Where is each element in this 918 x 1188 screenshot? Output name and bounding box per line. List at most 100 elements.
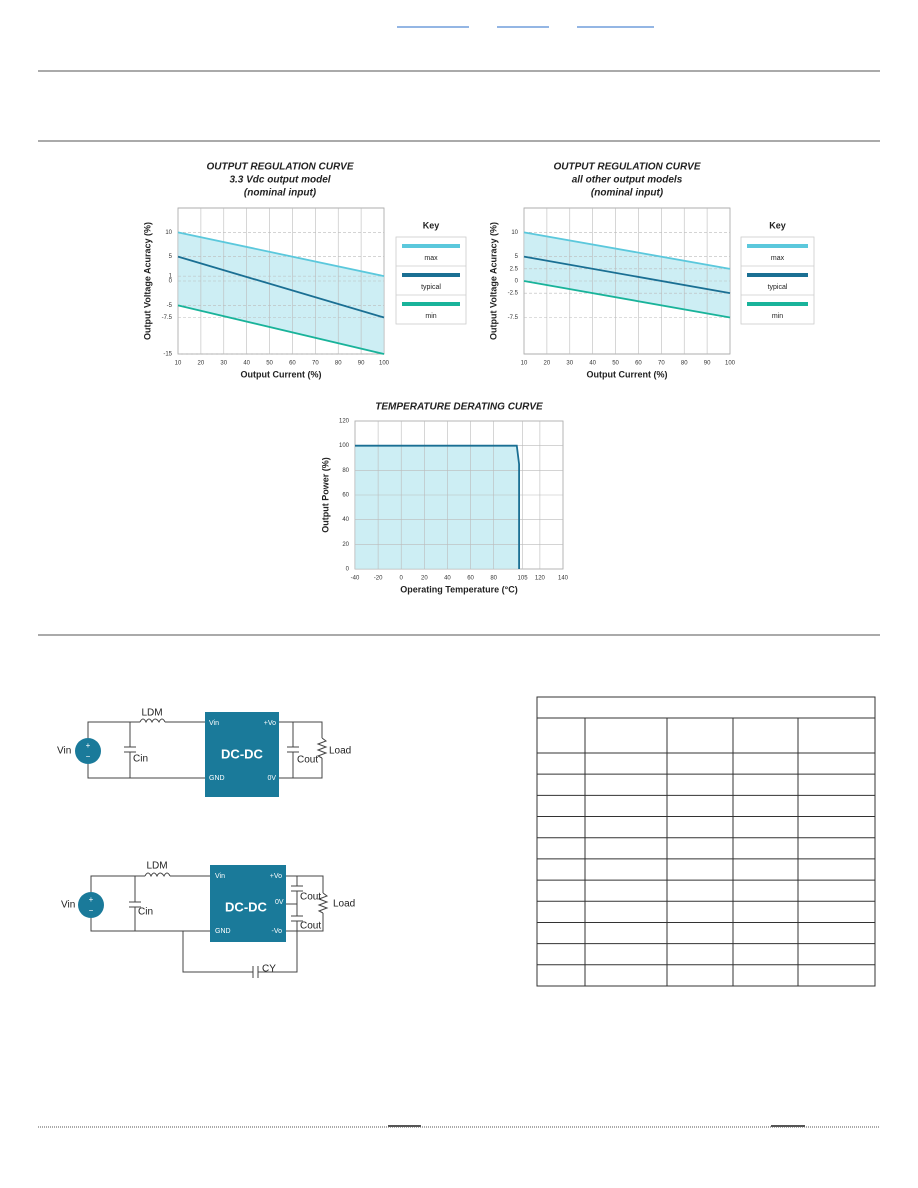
x-tick-label: 80 <box>681 361 688 367</box>
legend-swatch <box>747 273 808 277</box>
chart-subtitle: (nominal input) <box>591 188 664 199</box>
y-axis-label: Output Voltage Acuracy (%) <box>488 222 498 340</box>
rules <box>38 70 880 1128</box>
x-axis-label: Operating Temperature (°C) <box>400 584 517 594</box>
minus: − <box>86 752 91 761</box>
x-tick-label: 20 <box>544 361 551 367</box>
y-tick-label: 20 <box>342 542 349 548</box>
label: DC-DC <box>221 746 263 761</box>
charts: OUTPUT REGULATION CURVE 3.3 Vdc output mo… <box>142 162 815 594</box>
legend-label: max <box>424 255 438 262</box>
y-tick-label: -7.5 <box>162 315 173 321</box>
x-tick-label: -40 <box>351 576 360 582</box>
label: GND <box>215 928 231 935</box>
x-axis-label: Output Current (%) <box>587 369 668 379</box>
legend-swatch <box>402 302 460 306</box>
label: Cout <box>300 892 321 903</box>
series-line <box>523 280 731 319</box>
label: Vin <box>209 720 219 727</box>
label: +Vo <box>264 720 276 727</box>
circuit-diagram <box>78 865 329 978</box>
x-axis-label: Output Current (%) <box>241 369 322 379</box>
x-tick-label: 105 <box>518 576 529 582</box>
x-tick-label: 100 <box>379 361 390 367</box>
legend-title: Key <box>769 220 786 230</box>
plus: + <box>89 895 94 904</box>
plus: + <box>86 741 91 750</box>
y-tick-label: 0 <box>169 279 173 285</box>
legend-label: typical <box>421 284 441 291</box>
x-tick-label: 20 <box>421 576 428 582</box>
label: 0V <box>275 899 284 906</box>
legend-title: Key <box>423 220 440 230</box>
label: Cin <box>138 907 153 918</box>
chart-title: TEMPERATURE DERATING CURVE <box>375 402 543 413</box>
label: LDM <box>141 708 162 719</box>
y-tick-label: 1 <box>169 274 173 280</box>
chart-subtitle: 3.3 Vdc output model <box>229 175 330 186</box>
y-axis-label: Output Power (%) <box>320 457 330 533</box>
legend-swatch <box>402 273 460 277</box>
y-tick-label: 60 <box>342 493 349 499</box>
x-tick-label: 90 <box>704 361 711 367</box>
x-tick-label: 50 <box>266 361 273 367</box>
label: +Vo <box>270 873 282 880</box>
label: GND <box>209 775 225 782</box>
legend-label: min <box>772 313 783 320</box>
x-tick-label: 20 <box>198 361 205 367</box>
y-tick-label: -2.5 <box>508 291 519 297</box>
x-tick-label: 10 <box>521 361 528 367</box>
legend-label: max <box>771 255 785 262</box>
chart-subtitle: all other output models <box>572 175 683 186</box>
x-tick-label: 50 <box>612 361 619 367</box>
y-tick-label: 5 <box>515 254 519 260</box>
label: DC-DC <box>225 899 267 914</box>
x-tick-label: 70 <box>312 361 319 367</box>
x-tick-label: 30 <box>220 361 227 367</box>
label: Cin <box>133 754 148 765</box>
y-tick-label: 2.5 <box>510 266 519 272</box>
chart-subtitle: (nominal input) <box>244 188 317 199</box>
legend-label: min <box>425 313 436 320</box>
x-tick-label: 40 <box>243 361 250 367</box>
x-tick-label: 10 <box>175 361 182 367</box>
x-tick-label: 90 <box>358 361 365 367</box>
derating-line <box>355 444 520 569</box>
x-tick-label: 70 <box>658 361 665 367</box>
x-tick-label: 100 <box>725 361 736 367</box>
y-tick-label: 120 <box>339 419 350 425</box>
x-tick-label: 140 <box>558 576 569 582</box>
series-line <box>523 255 731 295</box>
legend-box <box>740 236 815 325</box>
chart-title: OUTPUT REGULATION CURVE <box>553 162 700 173</box>
y-axis-label: Output Voltage Acuracy (%) <box>142 222 152 340</box>
y-tick-label: 40 <box>342 517 349 523</box>
label: Vin <box>57 746 71 757</box>
label: -Vo <box>271 928 282 935</box>
legend-label: typical <box>768 284 788 291</box>
label: Load <box>329 746 351 757</box>
x-tick-label: 60 <box>635 361 642 367</box>
x-tick-label: 60 <box>289 361 296 367</box>
range-band <box>178 232 384 354</box>
label: LDM <box>146 861 167 872</box>
x-tick-label: 30 <box>566 361 573 367</box>
minus: − <box>89 906 94 915</box>
legend-swatch <box>402 244 460 248</box>
x-tick-label: 0 <box>400 576 404 582</box>
series-line <box>177 304 385 355</box>
y-tick-label: 100 <box>339 443 350 449</box>
y-tick-label: 10 <box>165 230 172 236</box>
circuit-labels: LDM Vin Cin Vin +Vo DC-DC GND 0V Cout Lo… <box>57 708 351 782</box>
x-tick-label: 60 <box>467 576 474 582</box>
series-line <box>177 255 385 319</box>
x-tick-label: 40 <box>444 576 451 582</box>
label: CY <box>262 964 276 975</box>
legend-swatch <box>747 244 808 248</box>
label: Cout <box>297 755 318 766</box>
y-tick-label: 0 <box>346 567 350 573</box>
x-tick-label: 120 <box>535 576 546 582</box>
legend-swatch <box>747 302 808 306</box>
area-fill <box>355 445 520 569</box>
